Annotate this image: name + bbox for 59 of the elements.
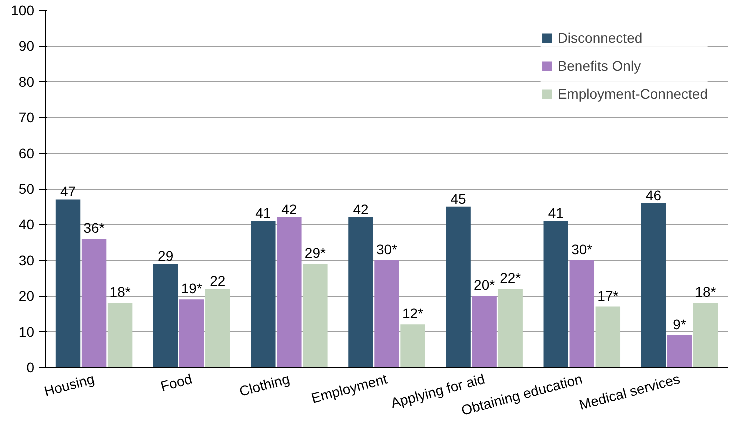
- bar: [277, 218, 302, 368]
- y-tick-label: 0: [26, 360, 35, 376]
- bar: [498, 288, 523, 368]
- bar: [641, 203, 666, 368]
- data-label: 29*: [304, 244, 327, 261]
- bar: [206, 288, 230, 368]
- legend-label: Employment-Connected: [558, 86, 708, 102]
- bar: [472, 296, 497, 368]
- y-tick-label: 60: [18, 145, 35, 162]
- y-tick-label: 20: [18, 288, 35, 304]
- bar: [303, 264, 328, 368]
- data-label: 47: [60, 184, 76, 200]
- y-tick-label: 90: [18, 38, 35, 54]
- y-tick-label: 30: [18, 252, 35, 268]
- data-label: 36*: [84, 220, 106, 236]
- data-label: 22*: [500, 270, 522, 286]
- x-tick-label: Food: [158, 370, 194, 394]
- y-tick-label: 40: [18, 216, 35, 233]
- bar: [446, 206, 471, 368]
- data-label: 22: [210, 272, 226, 289]
- bar: [82, 238, 107, 368]
- data-label: 17*: [598, 288, 620, 304]
- y-tick-label: 70: [18, 110, 35, 126]
- y-tick-label: 50: [18, 181, 35, 197]
- bar: [251, 221, 276, 368]
- bar: [544, 221, 568, 368]
- bar: [400, 324, 426, 368]
- bar: [348, 218, 374, 368]
- data-label: 41: [256, 205, 272, 222]
- x-tick-label: Housing: [42, 370, 96, 400]
- y-tick-label: 100: [11, 2, 35, 18]
- data-label: 46: [646, 187, 662, 204]
- data-label: 41: [548, 205, 564, 222]
- x-tick-label: Clothing: [238, 370, 292, 400]
- legend-label: Benefits Only: [558, 58, 642, 74]
- legend-label: Disconnected: [558, 30, 643, 46]
- bar: [693, 303, 718, 368]
- data-label: 29: [158, 248, 174, 264]
- bar: [56, 200, 81, 368]
- bar: [667, 335, 692, 368]
- data-label: 18*: [110, 284, 132, 300]
- data-label: 19*: [181, 280, 203, 297]
- bar: [570, 260, 594, 368]
- data-label: 30*: [572, 241, 594, 258]
- data-label: 30*: [376, 241, 398, 258]
- bar: [374, 260, 400, 368]
- data-label: 18*: [695, 284, 717, 300]
- data-label: 20*: [474, 277, 496, 294]
- data-label: 45: [450, 190, 467, 207]
- bar: [153, 264, 178, 368]
- y-tick-label: 80: [18, 74, 35, 90]
- bar: [108, 303, 133, 368]
- data-label: 42: [353, 202, 369, 218]
- data-label: 9*: [673, 316, 687, 332]
- y-tick-label: 10: [18, 324, 35, 340]
- bar: [180, 300, 204, 368]
- data-label: 12*: [402, 306, 424, 322]
- bar: [596, 306, 621, 368]
- data-label: 42: [282, 202, 298, 218]
